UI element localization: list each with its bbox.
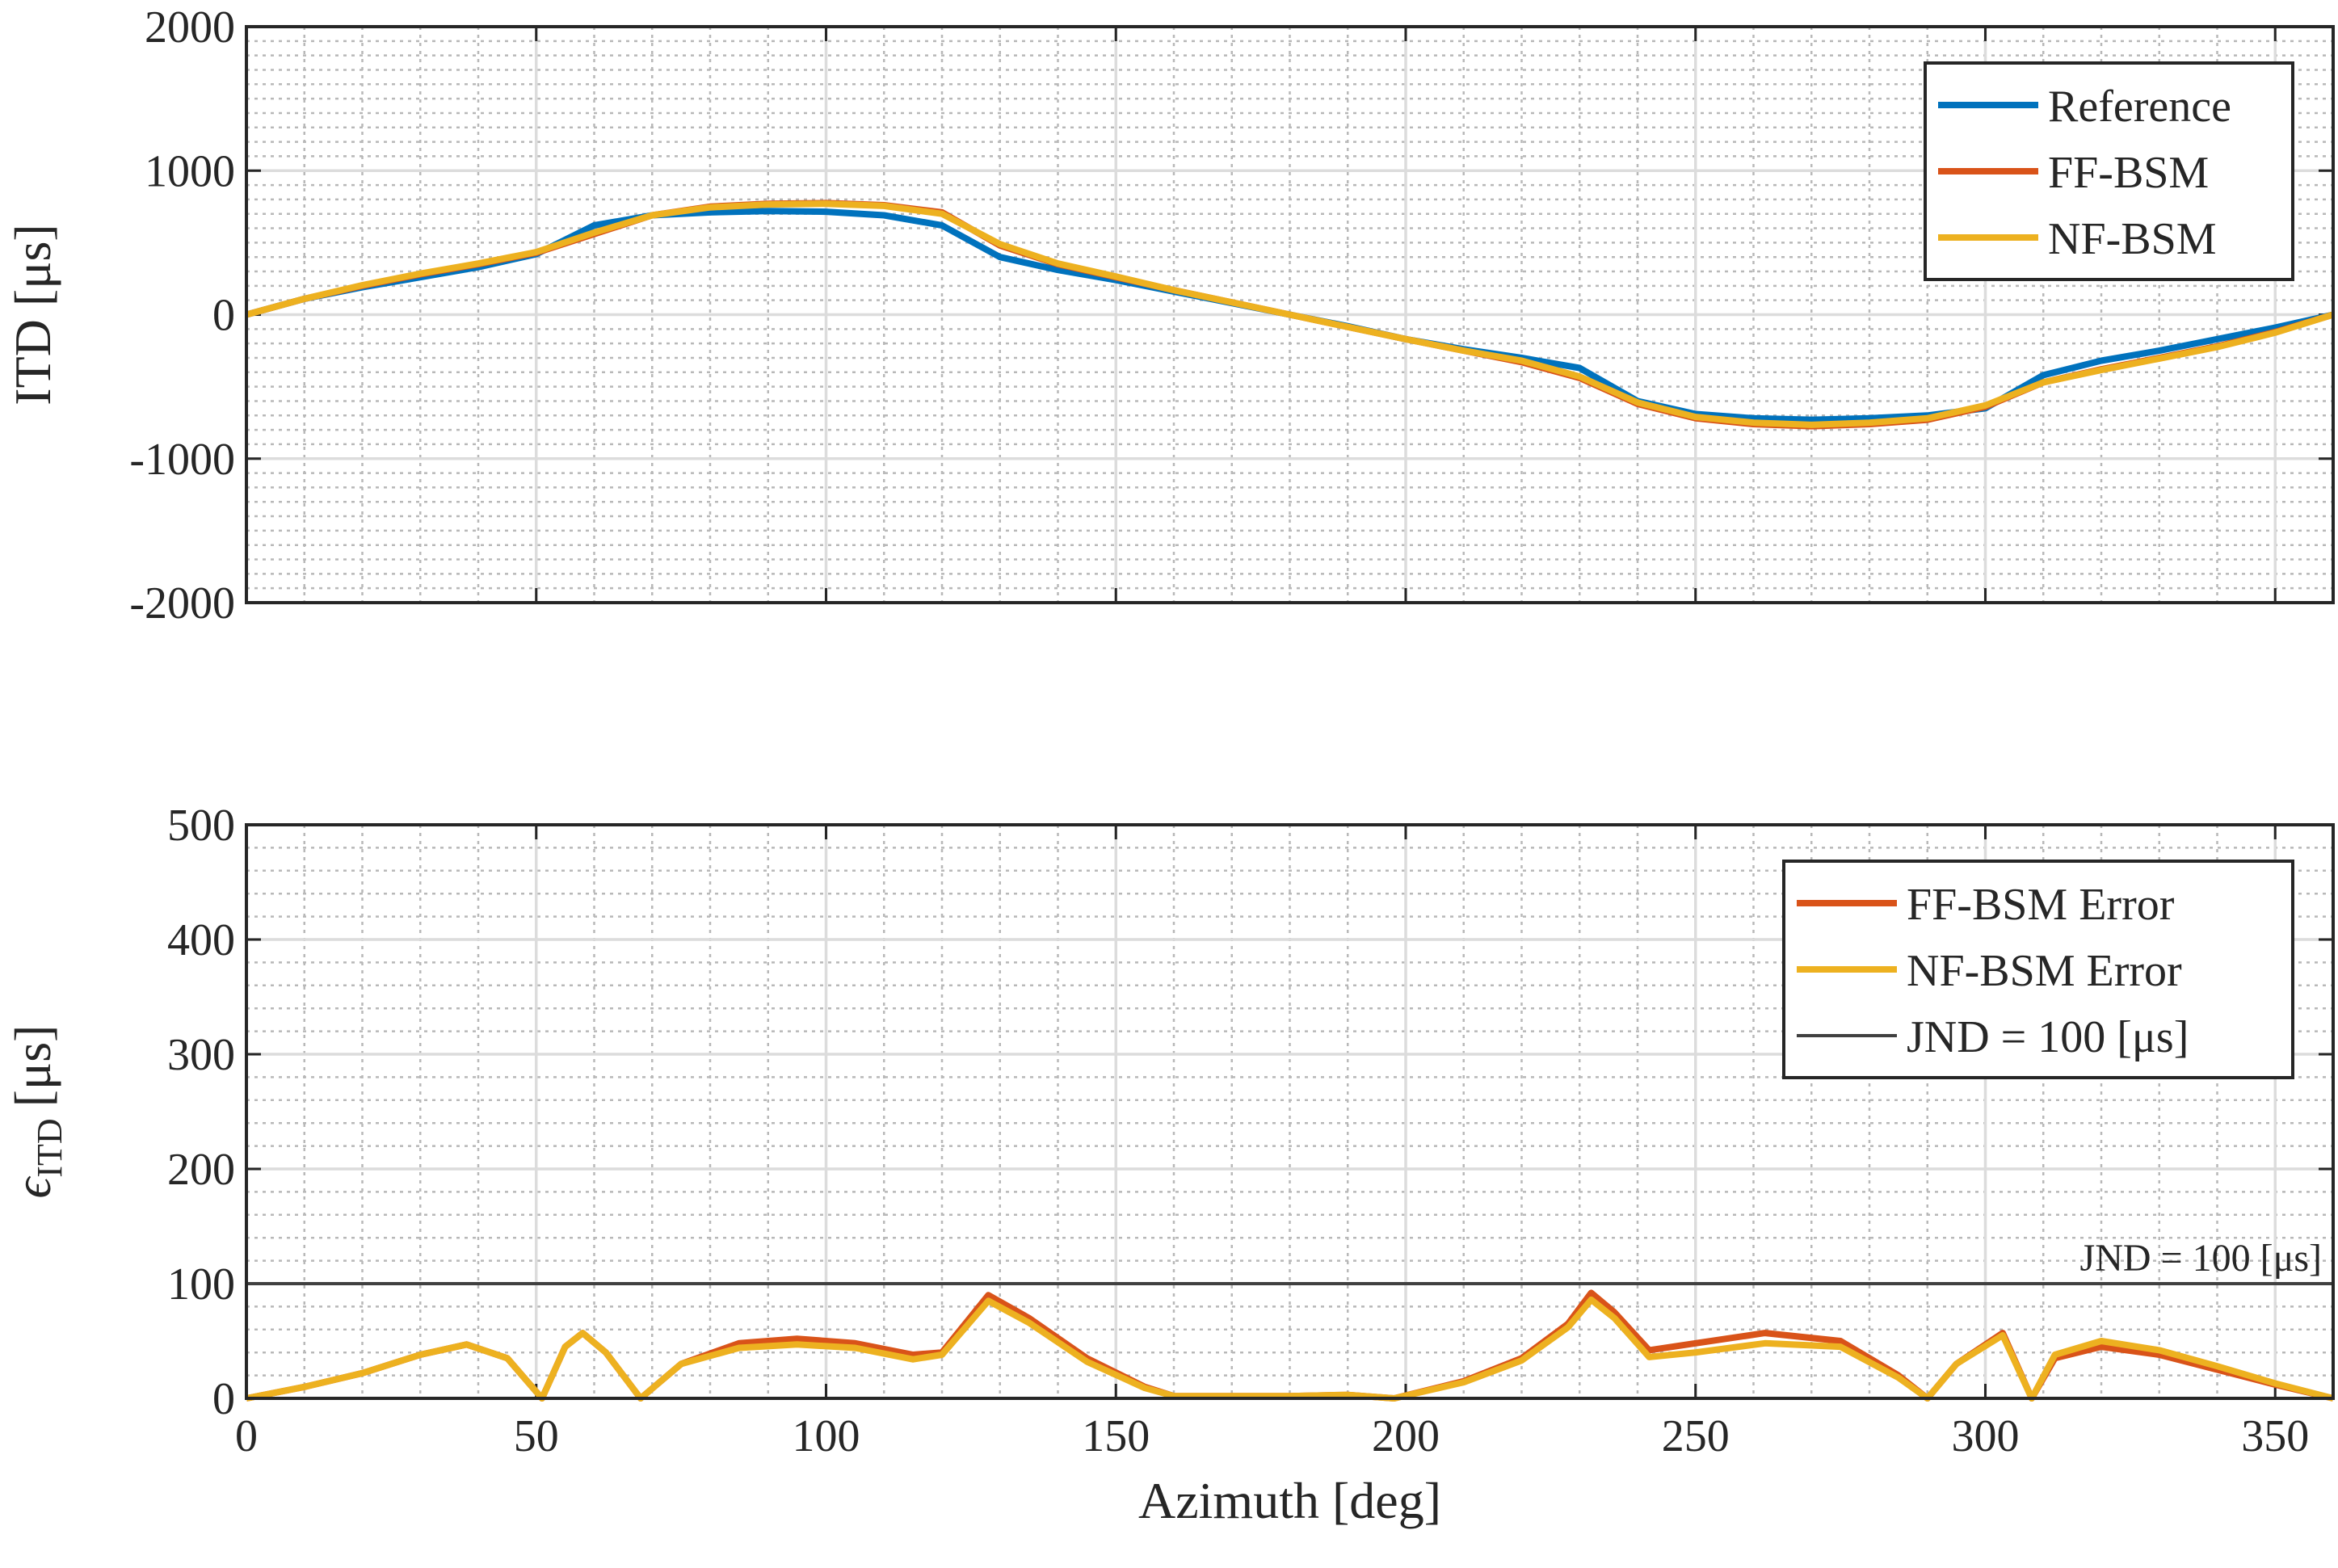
legend-label: Reference (2048, 82, 2231, 132)
y-tick-label: 200 (167, 1145, 235, 1195)
plot: JND = 100 [μs] FF-BSM Error NF-BSM Error JN… (4, 823, 2335, 1529)
y-tick-label: 400 (167, 915, 235, 965)
x-tick-label: 150 (1082, 1411, 1150, 1461)
data-line (246, 1296, 2334, 1402)
x-tick-label: 300 (1952, 1411, 2020, 1461)
y-tick-label: -2000 (129, 578, 235, 628)
y-tick-label: 300 (167, 1030, 235, 1080)
y-tick-label: 1000 (145, 146, 235, 196)
legend-label: NF-BSM (2048, 214, 2217, 264)
legend-label: FF-BSM (2048, 148, 2209, 198)
x-tick-label: 100 (793, 1411, 860, 1461)
x-tick-label: 50 (514, 1411, 559, 1461)
y-axis-label: ϵITD [μs] (4, 1025, 69, 1199)
legend-label: NF-BSM Error (1907, 946, 2182, 996)
axes-box (245, 823, 2335, 1400)
data-line (245, 200, 2335, 428)
x-axis-label: Azimuth [deg] (1138, 1472, 1441, 1529)
y-tick-label: 100 (167, 1259, 235, 1309)
y-axis-label: ITD [μs] (4, 224, 61, 405)
y-axis-label-unit: [μs] (4, 1025, 61, 1108)
legend-label: FF-BSM Error (1907, 880, 2175, 930)
x-tick-label: 350 (2241, 1411, 2309, 1461)
plot: Reference FF-BSM NF-BSM ITD [μs] (4, 25, 2335, 604)
x-tick-label: 200 (1372, 1411, 1440, 1461)
y-tick-label: 2000 (145, 2, 235, 53)
annotation: JND = 100 [μs] (2080, 1237, 2322, 1280)
y-tick-label: 0 (212, 291, 235, 341)
y-axis-label-subscript: ITD (30, 1118, 69, 1177)
x-tick-label: 250 (1662, 1411, 1730, 1461)
y-tick-label: 500 (167, 801, 235, 851)
y-tick-label: -1000 (129, 435, 235, 485)
legend-label: JND = 100 [μs] (1907, 1012, 2189, 1062)
x-tick-label: 0 (235, 1411, 258, 1461)
y-axis-label-symbol: ϵ (4, 1175, 61, 1198)
y-tick-label: 0 (212, 1374, 235, 1424)
axes-box (245, 25, 2335, 604)
